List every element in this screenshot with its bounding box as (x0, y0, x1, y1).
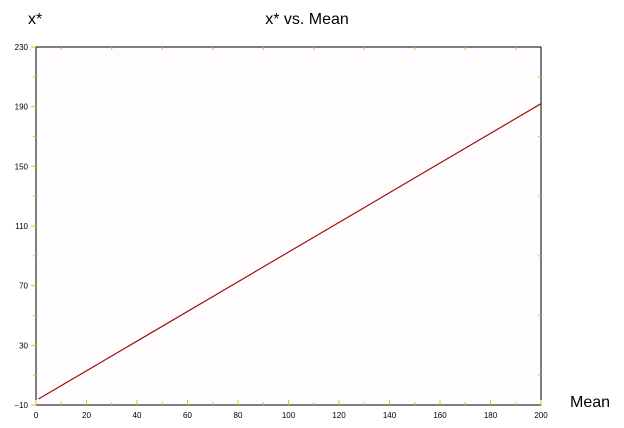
x-tick-label: 80 (234, 411, 243, 420)
x-tick-label: 20 (82, 411, 91, 420)
major-ticks (31, 46, 542, 406)
x-axis-title: Mean (570, 394, 610, 411)
y-tick-label: 230 (15, 43, 29, 52)
x-tick-label: 60 (183, 411, 192, 420)
x-tick-label: 200 (534, 411, 548, 420)
x-tick-label: 160 (433, 411, 447, 420)
x-tick-label: 180 (484, 411, 498, 420)
x-tick-label: 120 (332, 411, 346, 420)
x-tick-label: 100 (282, 411, 296, 420)
series-line (38, 103, 542, 400)
y-tick-labels: –10 30 70 110 150 190 230 (15, 43, 29, 410)
y-tick-label: –10 (15, 401, 29, 410)
y-tick-label: 30 (19, 341, 28, 350)
series-layer (38, 103, 542, 400)
y-tick-label: 70 (19, 282, 28, 291)
y-tick-label: 150 (15, 162, 29, 171)
x-tick-label: 40 (133, 411, 142, 420)
x-tick-labels: 0 20 40 60 80 100 120 140 160 180 200 (34, 411, 548, 420)
plot-area (35, 46, 542, 406)
y-tick-label: 110 (15, 222, 28, 231)
x-tick-label: 0 (34, 411, 39, 420)
minor-ticks (33, 47, 541, 405)
x-tick-label: 140 (383, 411, 397, 420)
y-axis-title: x* (28, 11, 42, 28)
chart-title: x* vs. Mean (265, 11, 349, 28)
y-tick-label: 190 (15, 103, 29, 112)
